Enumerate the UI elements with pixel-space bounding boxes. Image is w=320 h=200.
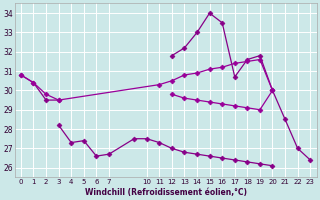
X-axis label: Windchill (Refroidissement éolien,°C): Windchill (Refroidissement éolien,°C) xyxy=(84,188,247,197)
